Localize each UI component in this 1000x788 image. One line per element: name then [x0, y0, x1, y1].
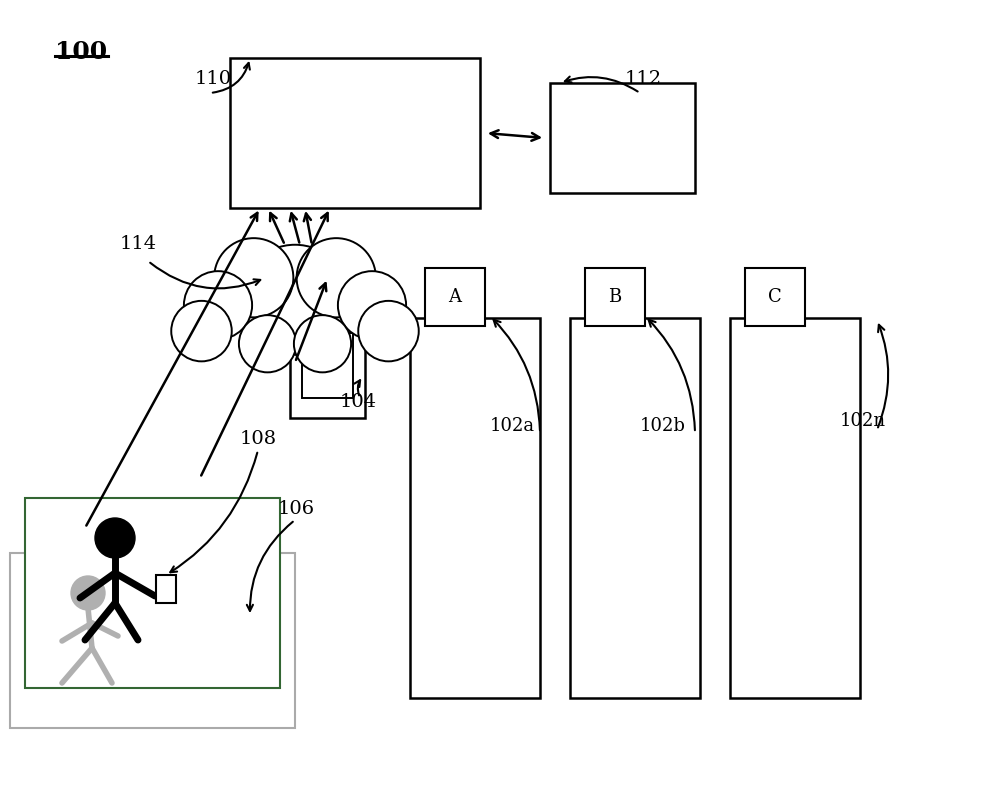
Text: B: B [608, 288, 622, 306]
Text: 112: 112 [625, 70, 662, 88]
Circle shape [95, 518, 135, 558]
Circle shape [240, 245, 350, 355]
Circle shape [338, 271, 406, 340]
Bar [410, 318, 540, 698]
Bar [585, 268, 645, 326]
Bar [302, 333, 353, 398]
Bar [25, 498, 280, 688]
Bar [730, 318, 860, 698]
Circle shape [239, 315, 296, 373]
Text: 104: 104 [340, 393, 377, 411]
Text: 102b: 102b [640, 417, 686, 435]
Text: 102n: 102n [840, 412, 886, 430]
Bar [570, 318, 700, 698]
Bar [290, 278, 365, 418]
Text: 102a: 102a [490, 417, 535, 435]
Circle shape [297, 238, 376, 318]
Bar [550, 83, 695, 193]
Circle shape [358, 301, 419, 362]
Bar [10, 553, 295, 728]
Text: 106: 106 [278, 500, 315, 518]
Circle shape [214, 238, 293, 318]
Text: 108: 108 [240, 430, 277, 448]
Text: A: A [448, 288, 462, 306]
Bar [305, 290, 350, 318]
Text: 114: 114 [120, 235, 157, 253]
Bar [230, 58, 480, 208]
Circle shape [294, 315, 351, 373]
Text: 100: 100 [55, 40, 107, 64]
Bar [425, 268, 485, 326]
Circle shape [171, 301, 232, 362]
Bar [745, 268, 805, 326]
Text: 110: 110 [195, 70, 232, 88]
Bar [156, 575, 176, 603]
Circle shape [71, 576, 105, 610]
Circle shape [184, 271, 252, 340]
Text: C: C [768, 288, 782, 306]
